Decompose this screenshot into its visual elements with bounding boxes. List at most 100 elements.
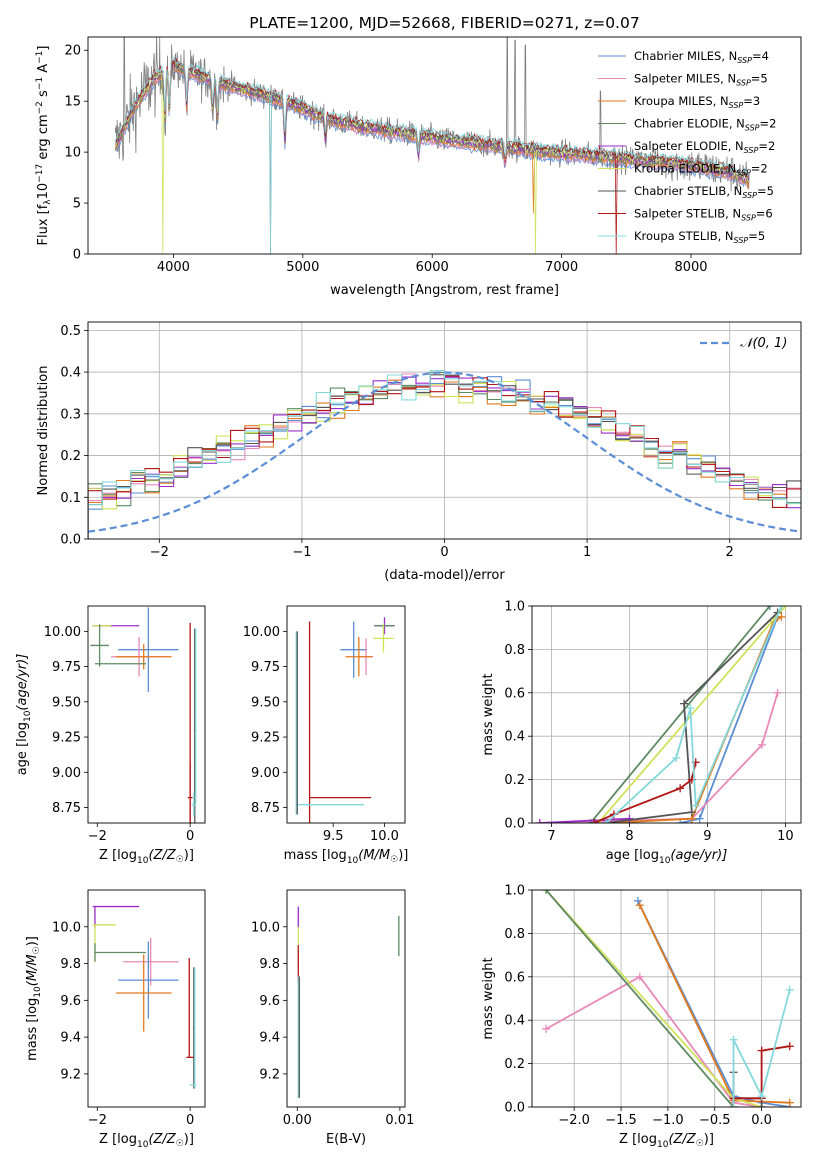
x-tick-label: 1 [583, 545, 591, 560]
legend-entry: Kroupa STELIB, NSSP=5 [634, 229, 765, 245]
plot-area [535, 606, 790, 823]
mass-weight-line [545, 975, 762, 1107]
label-part: 10 [657, 1140, 669, 1150]
x-axis-label: Z [log10(Z/Z☉)] [99, 1132, 194, 1150]
x-tick-label: 5000 [286, 260, 319, 275]
x-tick-label: −2 [88, 829, 107, 844]
mass-weight-line [539, 817, 630, 823]
label-part: Chabrier STELIB, N [634, 184, 742, 198]
label-part: 10 [659, 856, 671, 866]
label-part: =2 [760, 117, 777, 131]
axes-frame [286, 605, 406, 824]
plot-area [542, 890, 794, 1107]
label-part: =5 [748, 229, 765, 243]
label-part: Kroupa STELIB, N [634, 229, 734, 243]
x-tick-label: 7000 [545, 260, 578, 275]
label-part: )] [25, 936, 40, 946]
y-tick-label: 0 [73, 248, 81, 263]
label-part: =6 [756, 207, 773, 221]
y-tick-label: 9.2 [60, 1067, 81, 1082]
y-tick-label: 15 [64, 95, 81, 110]
residual-histogram [88, 370, 801, 539]
x-axis-label: Z [log10(Z/Z☉)] [619, 1132, 714, 1150]
mass-weight-line [732, 989, 791, 1107]
y-tick-label: 0.3 [60, 407, 81, 422]
label-part: (Z/Z [668, 1132, 696, 1147]
x-tick-label: −1.5 [605, 1113, 637, 1128]
mass-weight-line [545, 890, 762, 1107]
model-spectrum-line [114, 57, 749, 254]
label-part: Z [log [99, 848, 137, 863]
y-axis-label: age [log10(age/yr)] [15, 654, 33, 776]
label-part: 10 [137, 856, 149, 866]
plot-area [92, 905, 197, 1089]
y-tick-label: 9.4 [60, 1031, 81, 1046]
plot-area [297, 906, 400, 1098]
label-part: 10 [23, 710, 33, 722]
label-part: ☉ [176, 855, 184, 865]
label-part: Salpeter MILES, N [634, 72, 736, 86]
x-tick-label: 0 [186, 829, 194, 844]
label-part: SSP [729, 101, 744, 110]
y-tick-label: 0.4 [60, 366, 81, 381]
label-part: SSP [737, 56, 752, 65]
mass-weight-line [539, 692, 779, 823]
label-part: SSP [744, 146, 759, 155]
x-tick-label: 4000 [157, 260, 190, 275]
label-part: Z [log [619, 1132, 657, 1147]
age-mass-panel: 9.5 10.0 8.75 9.00 9.25 9.50 9.75 10.00 mass [lo… [243, 605, 408, 866]
label-part: Salpeter ELODIE, N [634, 139, 744, 153]
model-spectrum-line [114, 65, 750, 214]
label-part: mass [log [25, 998, 40, 1061]
mass-weight-line [637, 900, 790, 1107]
label-part: −2 [35, 101, 45, 114]
x-axis-label: age [log10(age/yr)] [606, 848, 728, 866]
label-part: (M/M [358, 848, 390, 863]
mass-weight-line [589, 606, 771, 823]
x-axis-label: wavelength [Angstrom, rest frame] [330, 283, 559, 298]
x-tick-label: 9.5 [323, 829, 344, 844]
x-tick-label: 2 [726, 545, 734, 560]
residuals-panel: −2 −1 0 1 2 0.0 0.1 0.2 0.3 0.4 0.5 (data-model)/er… [36, 321, 802, 583]
y-tick-label: 9.2 [259, 1067, 280, 1082]
y-tick-label: 9.00 [52, 766, 81, 781]
y-tick-label: 9.8 [259, 957, 280, 972]
y-tick-label: 0.2 [60, 449, 81, 464]
label-part: A [36, 64, 51, 77]
y-axis-label: mass [log10(M/M☉)] [25, 936, 43, 1061]
y-tick-label: 9.25 [52, 731, 81, 746]
x-tick-label: −2 [150, 545, 169, 560]
label-part: ☉ [696, 1139, 704, 1149]
label-part: Kroupa ELODIE, N [634, 162, 736, 176]
y-axis-label: Normed distribution [36, 366, 51, 496]
label-part: ] [36, 46, 51, 51]
label-part: 10 [347, 856, 359, 866]
x-axis-label: (data-model)/error [384, 568, 505, 583]
label-part: )] [184, 848, 194, 863]
y-tick-label: 9.75 [251, 660, 280, 675]
y-tick-label: 1.0 [504, 884, 525, 899]
x-tick-label: 0 [440, 545, 448, 560]
normal-curve [88, 371, 801, 533]
y-tick-label: 10.0 [52, 920, 81, 935]
label-part: )] [398, 848, 408, 863]
label-part: )] [704, 1132, 714, 1147]
label-part: ☉ [390, 855, 398, 865]
y-axis-label: Flux [fλ10−17 erg cm−2 s−1 A−1] [35, 46, 53, 246]
y-tick-label: 1.0 [504, 600, 525, 615]
label-part: ☉ [176, 1139, 184, 1149]
y-tick-label: 9.8 [60, 957, 81, 972]
label-part: age [log [606, 848, 659, 863]
label-part: E(B-V) [326, 1132, 366, 1147]
y-tick-label: 8.75 [52, 801, 81, 816]
x-tick-label: 8000 [674, 260, 707, 275]
x-tick-label: −1 [292, 545, 311, 560]
y-tick-label: 0.6 [504, 686, 525, 701]
legend-entry: Chabrier ELODIE, NSSP=2 [634, 117, 776, 133]
y-tick-label: 0.8 [504, 927, 525, 942]
label-part: Kroupa MILES, N [634, 94, 729, 108]
mass-metallicity-panel: −2 09.29.49.69.810.0Z [log10(Z/Z☉)]mass [… [25, 889, 206, 1150]
y-tick-label: 10.0 [251, 920, 280, 935]
label-part: =2 [751, 162, 768, 176]
